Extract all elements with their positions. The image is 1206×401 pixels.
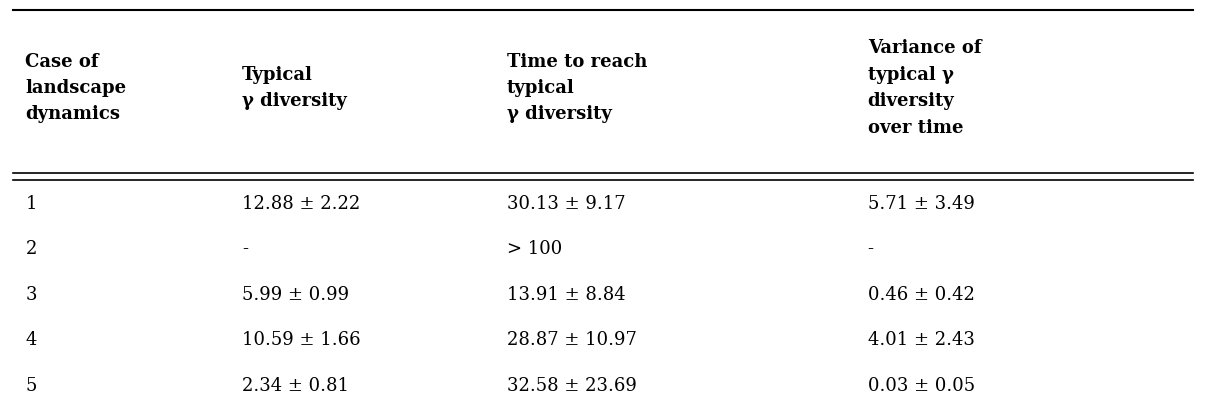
Text: Case of
landscape
dynamics: Case of landscape dynamics [25,53,127,124]
Text: -: - [867,240,873,258]
Text: 10.59 ± 1.66: 10.59 ± 1.66 [242,331,361,349]
Text: 5.71 ± 3.49: 5.71 ± 3.49 [867,195,974,213]
Text: 13.91 ± 8.84: 13.91 ± 8.84 [507,286,626,304]
Text: 3: 3 [25,286,37,304]
Text: > 100: > 100 [507,240,562,258]
Text: 32.58 ± 23.69: 32.58 ± 23.69 [507,377,637,395]
Text: -: - [242,240,248,258]
Text: Typical
γ diversity: Typical γ diversity [242,66,347,110]
Text: 5: 5 [25,377,37,395]
Text: 4: 4 [25,331,37,349]
Text: 12.88 ± 2.22: 12.88 ± 2.22 [242,195,361,213]
Text: 4.01 ± 2.43: 4.01 ± 2.43 [867,331,974,349]
Text: 2.34 ± 0.81: 2.34 ± 0.81 [242,377,349,395]
Text: 0.03 ± 0.05: 0.03 ± 0.05 [867,377,974,395]
Text: Variance of
typical γ
diversity
over time: Variance of typical γ diversity over tim… [867,39,982,137]
Text: 30.13 ± 9.17: 30.13 ± 9.17 [507,195,626,213]
Text: 1: 1 [25,195,37,213]
Text: Time to reach
typical
γ diversity: Time to reach typical γ diversity [507,53,648,124]
Text: 5.99 ± 0.99: 5.99 ± 0.99 [242,286,350,304]
Text: 0.46 ± 0.42: 0.46 ± 0.42 [867,286,974,304]
Text: 2: 2 [25,240,37,258]
Text: 28.87 ± 10.97: 28.87 ± 10.97 [507,331,637,349]
